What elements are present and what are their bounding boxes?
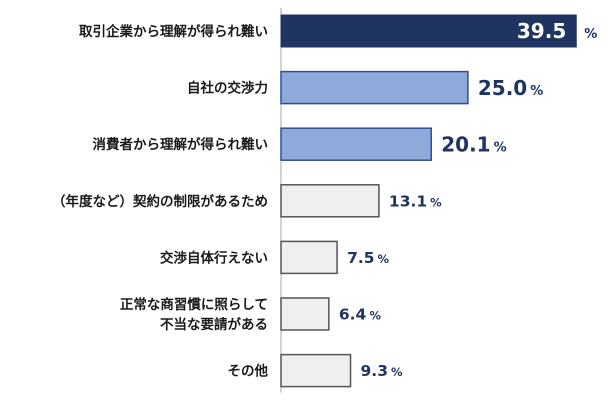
bar [280,14,577,48]
bar [280,70,469,105]
category-label: 自社の交渉力 [187,80,268,97]
category-label: 正常な商習慣に照らして [120,296,268,313]
bar [280,297,330,331]
value-label: 39.5 [517,19,566,43]
value-unit: % [391,365,403,379]
bar [280,353,352,388]
value-label: 20.1 [441,132,490,156]
category-label: 交渉自体行えない [160,249,268,266]
value-unit: % [494,140,507,155]
value-unit: % [530,84,543,99]
category-label: 消費者から理解が得られ難い [93,136,269,153]
bar [280,184,380,218]
value-label: 7.5 [347,249,374,267]
value-unit: % [584,27,597,42]
category-label: 不当な要請がある [160,316,268,333]
category-label: 取引企業から理解が得られ難い [79,23,268,40]
value-label: 6.4 [339,306,367,324]
value-unit: % [378,252,390,266]
value-unit: % [430,195,442,209]
value-label: 25.0 [478,76,527,100]
bar [280,127,432,161]
bar [280,240,338,275]
category-label: その他 [228,363,269,380]
value-label: 9.3 [361,362,388,380]
value-label: 13.1 [389,192,427,210]
category-label: （年度など）契約の制限があるため [52,193,268,210]
value-unit: % [370,309,382,323]
